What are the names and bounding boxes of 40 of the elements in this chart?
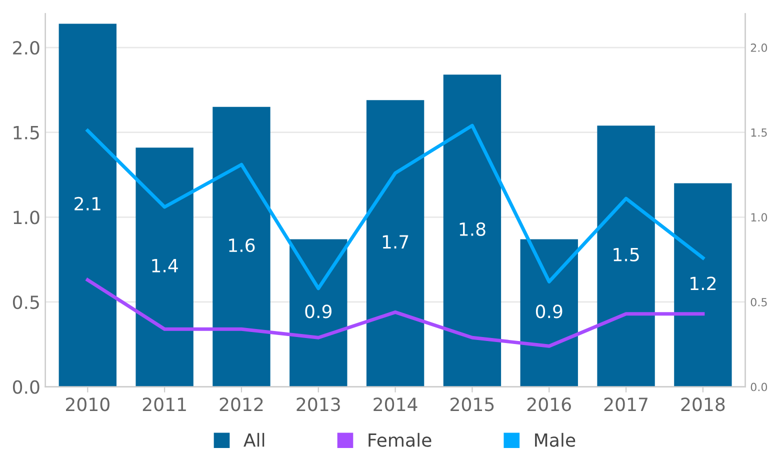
y-tick-label: 1.0: [14, 210, 40, 224]
x-tick-label: 2014: [374, 398, 418, 412]
legend-label: All: [244, 432, 264, 447]
data-label: 1.6: [229, 238, 255, 252]
data-label: 1.4: [152, 259, 178, 272]
x-tick-label: 2015: [450, 398, 494, 412]
y2-tick-label: 1.0: [751, 213, 768, 222]
data-label: 1.8: [460, 222, 486, 236]
data-label: 1.5: [614, 248, 639, 262]
bar: [136, 148, 194, 387]
data-label: 1.7: [382, 235, 408, 248]
y-tick-label: 1.5: [14, 126, 39, 140]
data-label: 0.9: [536, 304, 562, 318]
legend-label: Female: [368, 432, 432, 447]
x-tick-label: 2012: [220, 398, 263, 412]
bar: [443, 74, 502, 387]
x-tick-label: 2010: [66, 398, 110, 412]
y2-tick-label: 1.5: [751, 128, 767, 137]
x-tick-label: 2016: [527, 398, 571, 412]
bar: [212, 106, 270, 387]
data-label: 0.9: [305, 304, 332, 318]
bar: [366, 100, 424, 387]
y2-tick-label: 0.5: [750, 298, 767, 306]
bar: [674, 183, 732, 387]
bar: [520, 239, 578, 387]
y-tick-label: 0.5: [12, 295, 39, 310]
x-tick-label: 2018: [681, 398, 725, 412]
bar: [58, 24, 116, 387]
y-tick-label: 2.0: [13, 41, 40, 55]
bar: [597, 126, 655, 387]
legend-label: Male: [535, 432, 576, 447]
data-label: 2.1: [74, 196, 100, 210]
x-tick-label: 2011: [142, 398, 186, 412]
bar: [290, 239, 348, 387]
y-tick-label: 0.0: [12, 380, 40, 394]
y2-tick-label: 0.0: [750, 382, 768, 392]
y2-tick-label: 2.0: [750, 44, 768, 52]
data-label: 1.2: [690, 276, 716, 290]
x-tick-label: 2017: [604, 398, 648, 412]
x-tick-label: 2013: [296, 398, 340, 412]
